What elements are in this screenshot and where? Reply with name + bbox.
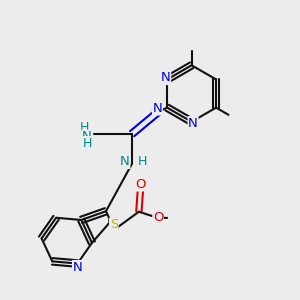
Text: H: H <box>138 155 148 168</box>
Text: N: N <box>120 155 130 168</box>
Text: O: O <box>153 212 164 224</box>
Text: O: O <box>135 178 146 191</box>
Text: N: N <box>188 117 198 130</box>
Text: N: N <box>82 130 92 143</box>
Text: S: S <box>110 218 118 231</box>
Text: N: N <box>73 261 82 274</box>
Text: H: H <box>82 137 92 150</box>
Text: N: N <box>153 102 162 115</box>
Text: H: H <box>80 121 89 134</box>
Text: N: N <box>161 71 170 84</box>
